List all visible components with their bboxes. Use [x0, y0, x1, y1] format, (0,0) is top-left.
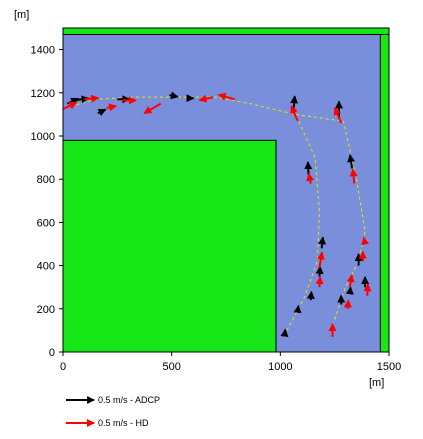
y-tick-label: 400 — [37, 261, 55, 273]
legend-adcp-label: 0.5 m/s - ADCP — [98, 395, 160, 405]
hd-vector — [316, 251, 325, 268]
adcp-vector — [169, 91, 179, 100]
adcp-vector — [306, 290, 315, 301]
y-axis-unit: [m] — [14, 9, 29, 21]
hd-vector — [315, 276, 324, 288]
y-tick-label: 600 — [37, 217, 55, 229]
y-tick-label: 1200 — [31, 88, 55, 100]
hd-vector — [62, 101, 78, 110]
plot-area — [62, 27, 390, 353]
hd-vector — [143, 102, 162, 115]
x-tick-label: 500 — [162, 361, 180, 373]
hd-vector — [106, 103, 118, 112]
plot-frame — [62, 27, 390, 353]
land-block — [62, 27, 390, 35]
x-axis-unit: [m] — [369, 377, 384, 389]
adcp-vector — [347, 154, 356, 169]
transect-line — [286, 116, 321, 331]
y-tick-label: 1400 — [31, 45, 55, 57]
x-axis: 0 500 1000 1500 — [60, 352, 401, 373]
hd-vector — [343, 299, 352, 309]
adcp-vector — [315, 265, 324, 277]
land-block — [379, 27, 390, 353]
transect-line — [65, 96, 342, 122]
hd-vector — [290, 105, 299, 122]
x-tick-label: 1500 — [377, 361, 401, 373]
hd-vector — [306, 172, 315, 184]
y-tick-label: 0 — [49, 347, 55, 359]
hd-vector — [361, 236, 370, 246]
hd-vector — [333, 106, 343, 124]
land-block — [62, 139, 277, 353]
y-tick-label: 800 — [37, 174, 55, 186]
x-tick-label: 1000 — [268, 361, 292, 373]
hd-vector — [198, 94, 214, 103]
adcp-vector — [304, 161, 313, 175]
hd-vector — [363, 283, 372, 296]
adcp-vector — [280, 328, 289, 338]
hd-vector — [217, 92, 235, 101]
legend-hd-label: 0.5 m/s - HD — [98, 418, 149, 428]
y-axis: 0 200 400 600 800 1000 1200 1400 — [31, 45, 63, 359]
vector-layer — [62, 91, 372, 338]
adcp-vector — [345, 286, 354, 295]
hd-vector — [84, 94, 100, 103]
adcp-vector — [293, 304, 302, 314]
adcp-vector — [97, 108, 107, 117]
adcp-vector — [318, 236, 327, 249]
legend: 0.5 m/s - ADCP 0.5 m/s - HD — [66, 395, 160, 428]
y-tick-label: 1000 — [31, 131, 55, 143]
y-tick-label: 200 — [37, 304, 55, 316]
hd-vector — [349, 168, 358, 184]
x-tick-label: 0 — [60, 361, 66, 373]
hd-vector — [346, 274, 355, 288]
